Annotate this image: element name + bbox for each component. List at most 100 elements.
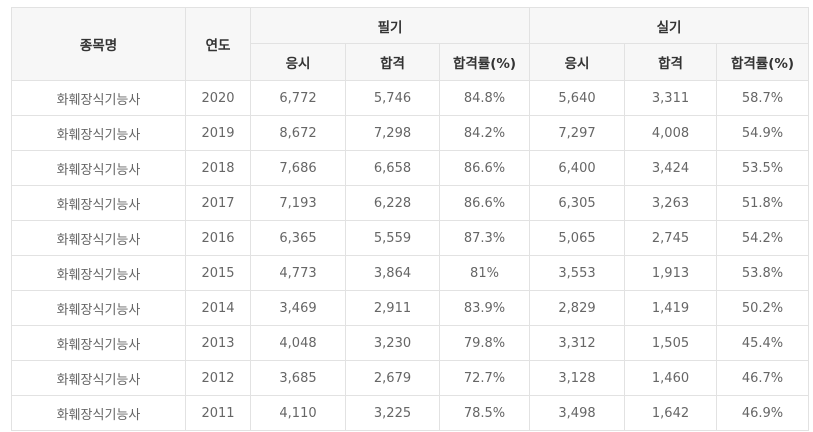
cell-written-pass-rate: 87.3% (438, 220, 531, 256)
cell-written-pass-rate: 84.8% (438, 80, 531, 116)
cell-written-passed: 3,864 (345, 255, 440, 291)
cell-practical-passed: 2,745 (624, 220, 718, 256)
cell-name: 화훼장식기능사 (11, 395, 186, 431)
cell-name: 화훼장식기능사 (11, 290, 186, 326)
cell-written-applicants: 6,772 (250, 80, 346, 116)
table-row: 화훼장식기능사 2012 3,685 2,679 72.7% 3,128 1,4… (11, 360, 810, 396)
cell-name: 화훼장식기능사 (11, 360, 186, 396)
cell-written-pass-rate: 86.6% (438, 185, 531, 221)
table-header: 종목명 연도 필기 실기 응시 합격 합격률(%) 응시 합격 합격률(%) (11, 7, 810, 81)
cell-practical-passed: 1,505 (624, 325, 718, 361)
cell-practical-applicants: 6,400 (529, 150, 626, 186)
cell-written-applicants: 7,686 (250, 150, 346, 186)
header-practical-passed: 합격 (624, 43, 718, 81)
cell-practical-passed: 1,913 (624, 255, 718, 291)
cell-year: 2015 (185, 255, 251, 291)
cell-written-applicants: 7,193 (250, 185, 346, 221)
header-practical: 실기 (529, 7, 810, 44)
cell-year: 2017 (185, 185, 251, 221)
cell-year: 2013 (185, 325, 251, 361)
cell-written-pass-rate: 79.8% (438, 325, 531, 361)
cell-practical-passed: 1,460 (624, 360, 718, 396)
cell-written-passed: 6,658 (345, 150, 440, 186)
cell-name: 화훼장식기능사 (11, 150, 186, 186)
cell-written-passed: 3,225 (345, 395, 440, 431)
cell-practical-passed: 3,424 (624, 150, 718, 186)
cell-practical-applicants: 3,553 (529, 255, 626, 291)
table-row: 화훼장식기능사 2017 7,193 6,228 86.6% 6,305 3,2… (11, 185, 810, 221)
cell-practical-passed: 1,419 (624, 290, 718, 326)
cell-written-passed: 5,559 (345, 220, 440, 256)
table-row: 화훼장식기능사 2013 4,048 3,230 79.8% 3,312 1,5… (11, 325, 810, 361)
cell-practical-pass-rate: 53.8% (716, 255, 810, 291)
cell-practical-pass-rate: 46.7% (716, 360, 810, 396)
cell-name: 화훼장식기능사 (11, 255, 186, 291)
cell-name: 화훼장식기능사 (11, 325, 186, 361)
exam-stats-table-container: 종목명 연도 필기 실기 응시 합격 합격률(%) 응시 합격 합격률(%) 화… (11, 7, 810, 431)
cell-written-applicants: 3,469 (250, 290, 346, 326)
cell-written-pass-rate: 83.9% (438, 290, 531, 326)
cell-year: 2016 (185, 220, 251, 256)
cell-practical-passed: 4,008 (624, 115, 718, 151)
header-practical-pass-rate: 합격률(%) (716, 43, 810, 81)
cell-written-passed: 3,230 (345, 325, 440, 361)
cell-practical-pass-rate: 58.7% (716, 80, 810, 116)
cell-practical-applicants: 3,498 (529, 395, 626, 431)
cell-practical-applicants: 3,128 (529, 360, 626, 396)
cell-year: 2018 (185, 150, 251, 186)
cell-written-applicants: 4,773 (250, 255, 346, 291)
table-row: 화훼장식기능사 2018 7,686 6,658 86.6% 6,400 3,4… (11, 150, 810, 186)
cell-year: 2020 (185, 80, 251, 116)
cell-written-pass-rate: 84.2% (438, 115, 531, 151)
exam-stats-table: 종목명 연도 필기 실기 응시 합격 합격률(%) 응시 합격 합격률(%) 화… (11, 7, 810, 431)
cell-written-pass-rate: 81% (438, 255, 531, 291)
cell-year: 2012 (185, 360, 251, 396)
cell-practical-pass-rate: 50.2% (716, 290, 810, 326)
cell-written-passed: 6,228 (345, 185, 440, 221)
cell-written-passed: 5,746 (345, 80, 440, 116)
cell-year: 2019 (185, 115, 251, 151)
table-row: 화훼장식기능사 2016 6,365 5,559 87.3% 5,065 2,7… (11, 220, 810, 256)
cell-name: 화훼장식기능사 (11, 80, 186, 116)
cell-written-applicants: 3,685 (250, 360, 346, 396)
header-written: 필기 (249, 7, 531, 44)
table-row: 화훼장식기능사 2015 4,773 3,864 81% 3,553 1,913… (11, 255, 810, 291)
cell-year: 2014 (185, 290, 251, 326)
header-row-top: 종목명 연도 필기 실기 (11, 7, 810, 81)
table-row: 화훼장식기능사 2014 3,469 2,911 83.9% 2,829 1,4… (11, 290, 810, 326)
cell-practical-pass-rate: 54.9% (716, 115, 810, 151)
cell-practical-pass-rate: 46.9% (716, 395, 810, 431)
cell-written-pass-rate: 78.5% (438, 395, 531, 431)
cell-written-applicants: 4,110 (250, 395, 346, 431)
cell-name: 화훼장식기능사 (11, 185, 186, 221)
cell-written-pass-rate: 86.6% (438, 150, 531, 186)
cell-year: 2011 (185, 395, 251, 431)
cell-written-applicants: 6,365 (250, 220, 346, 256)
table-row: 화훼장식기능사 2020 6,772 5,746 84.8% 5,640 3,3… (11, 80, 810, 116)
cell-practical-pass-rate: 51.8% (716, 185, 810, 221)
cell-written-passed: 7,298 (345, 115, 440, 151)
cell-practical-pass-rate: 54.2% (716, 220, 810, 256)
cell-written-applicants: 8,672 (250, 115, 346, 151)
cell-written-applicants: 4,048 (250, 325, 346, 361)
table-body: 화훼장식기능사 2020 6,772 5,746 84.8% 5,640 3,3… (11, 80, 810, 431)
cell-practical-applicants: 5,065 (529, 220, 626, 256)
header-written-applicants: 응시 (250, 43, 346, 81)
cell-practical-passed: 1,642 (624, 395, 718, 431)
header-practical-applicants: 응시 (529, 43, 626, 81)
cell-practical-pass-rate: 45.4% (716, 325, 810, 361)
cell-name: 화훼장식기능사 (11, 220, 186, 256)
cell-practical-applicants: 7,297 (529, 115, 626, 151)
cell-practical-pass-rate: 53.5% (716, 150, 810, 186)
cell-practical-applicants: 2,829 (529, 290, 626, 326)
cell-written-passed: 2,911 (345, 290, 440, 326)
cell-practical-passed: 3,311 (624, 80, 718, 116)
cell-practical-applicants: 5,640 (529, 80, 626, 116)
table-row: 화훼장식기능사 2011 4,110 3,225 78.5% 3,498 1,6… (11, 395, 810, 431)
header-name: 종목명 (11, 7, 186, 81)
cell-practical-applicants: 3,312 (529, 325, 626, 361)
header-written-pass-rate: 합격률(%) (438, 43, 531, 81)
cell-name: 화훼장식기능사 (11, 115, 186, 151)
cell-practical-applicants: 6,305 (529, 185, 626, 221)
header-row-sub: 응시 합격 합격률(%) 응시 합격 합격률(%) (12, 43, 810, 81)
